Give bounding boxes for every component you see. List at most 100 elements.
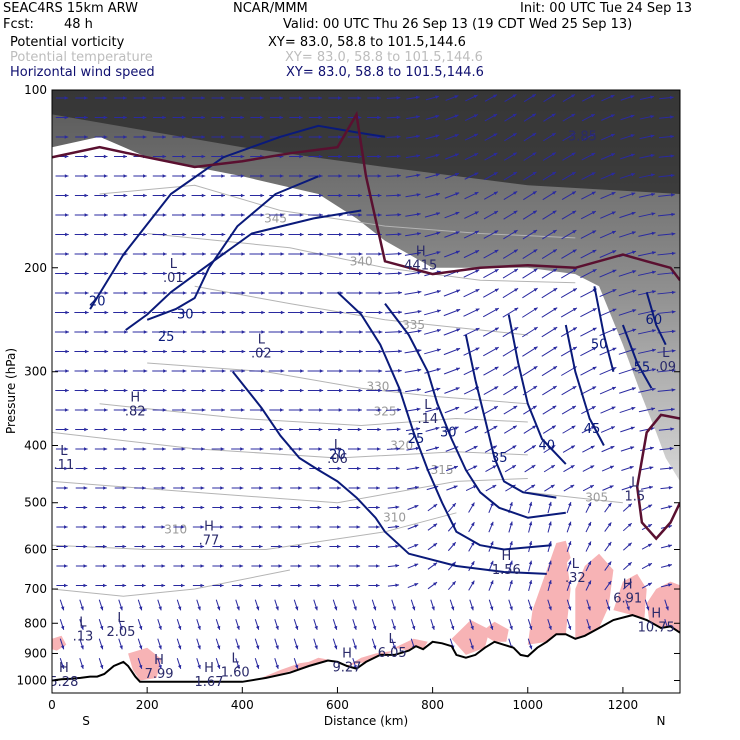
wind-vector-head xyxy=(162,174,167,178)
wind-vector-head xyxy=(471,580,475,585)
wind-vector-head xyxy=(318,154,323,159)
wind-vector-head xyxy=(590,94,595,98)
wind-vector-head xyxy=(513,386,518,390)
wind-vector-head xyxy=(650,134,655,138)
wind-vector-head xyxy=(553,346,558,351)
wind-vector-head xyxy=(532,210,537,215)
wind-vector-head xyxy=(103,447,108,451)
wind-vector-head xyxy=(455,367,460,371)
theta-contour-label: 330 xyxy=(366,380,389,394)
wind-vector-head xyxy=(99,606,104,611)
wind-vector-head xyxy=(509,501,513,506)
wind-vector-head xyxy=(611,153,616,157)
wind-vector-head xyxy=(84,408,89,412)
wind-vector-head xyxy=(587,521,592,526)
wind-vector-head xyxy=(513,191,518,195)
wind-speed-label: 30 xyxy=(177,308,194,323)
wind-vector-head xyxy=(65,213,69,217)
wind-vector-head xyxy=(318,447,322,451)
wind-vector-head xyxy=(182,213,187,217)
wind-vector-head xyxy=(201,447,205,451)
wind-vector-head xyxy=(474,172,479,176)
tropopause-fold-line xyxy=(635,413,680,541)
theta-contour-label: 310 xyxy=(164,522,187,536)
wind-vector-head xyxy=(649,466,654,470)
wind-vector-head xyxy=(119,606,123,611)
wind-vector-head xyxy=(240,96,244,100)
wind-vector-head xyxy=(493,191,498,195)
wind-vector-head xyxy=(84,115,88,120)
wind-vector-head xyxy=(475,308,480,312)
wind-vector-head xyxy=(358,408,362,412)
wind-vector-head xyxy=(337,505,341,510)
wind-vector-head xyxy=(278,486,283,490)
wind-vector-head xyxy=(65,291,69,295)
wind-vector-head xyxy=(84,213,89,217)
wind-speed-contour-20 xyxy=(89,124,386,310)
wind-vector-head xyxy=(652,270,656,275)
wind-vector-head xyxy=(104,369,109,373)
wind-vector-head xyxy=(123,174,128,178)
wind-vector-head xyxy=(294,645,299,650)
wind-vector-head xyxy=(280,213,284,217)
wind-vector-head xyxy=(571,405,576,410)
wind-vector-head xyxy=(392,625,396,630)
wind-vector-head xyxy=(163,349,167,354)
wind-vector-head xyxy=(356,583,361,588)
x-tick-label: 1200 xyxy=(608,698,639,712)
wind-vector-head xyxy=(162,232,167,237)
wind-vector-head xyxy=(455,387,460,391)
wind-speed-label: 25 xyxy=(408,432,425,447)
wind-vector-head xyxy=(299,213,304,217)
wind-vector-head xyxy=(453,465,458,470)
wind-vector-head xyxy=(396,447,401,451)
pv-extremum-kind: H xyxy=(59,661,69,676)
wind-vector-head xyxy=(60,625,65,630)
wind-vector-head xyxy=(240,193,245,198)
wind-vector-head xyxy=(143,291,148,295)
wind-vector-head xyxy=(513,366,518,370)
low-level-pv-patch xyxy=(575,553,614,639)
wind-vector-head xyxy=(141,583,146,588)
wind-speed-label: 20 xyxy=(329,448,346,463)
wind-vector-head xyxy=(64,486,68,490)
field-theta-xy: XY= 83.0, 58.8 to 101.5,144.6 xyxy=(285,50,483,65)
theta-contour-305 xyxy=(527,491,623,504)
wind-vector-head xyxy=(280,388,284,393)
wind-vector-head xyxy=(333,645,338,650)
wind-vector-head xyxy=(494,288,499,292)
low-level-pv-patch xyxy=(546,540,571,570)
wind-vector-head xyxy=(99,645,104,650)
wind-vector-head xyxy=(392,606,396,611)
wind-vector-head xyxy=(236,645,240,650)
wind-vector-head xyxy=(219,583,224,588)
wind-vector-head xyxy=(436,212,441,216)
pv-extremum-value: 10.75 xyxy=(638,620,675,635)
wind-vector-head xyxy=(357,115,362,120)
wind-vector-head xyxy=(417,232,421,236)
wind-vector-head xyxy=(84,154,88,159)
wind-vector-head xyxy=(592,366,597,371)
theta-contour-310 xyxy=(52,512,457,550)
wind-vector-head xyxy=(259,544,263,549)
pv-extremum-kind: H xyxy=(130,391,140,406)
pv-extremum-value: 1.60 xyxy=(221,666,250,681)
wind-vector-head xyxy=(240,408,245,412)
wind-vector-head xyxy=(455,231,460,235)
wind-vector-head xyxy=(396,135,401,139)
wind-vector-head xyxy=(590,445,595,450)
wind-vector-head xyxy=(318,96,323,100)
wind-vector-head xyxy=(474,406,479,410)
wind-vector-head xyxy=(358,213,363,217)
wind-vector-head xyxy=(567,606,572,611)
wind-vector-head xyxy=(162,154,167,159)
wind-vector-head xyxy=(318,115,323,120)
wind-speed-label: 50 xyxy=(591,338,608,353)
wind-vector-head xyxy=(378,330,383,334)
wind-vector-head xyxy=(124,330,128,334)
wind-vector-head xyxy=(493,211,498,215)
wind-vector-head xyxy=(572,288,577,292)
wind-vector-head xyxy=(592,347,597,351)
wind-vector-head xyxy=(377,174,382,178)
wind-vector-head xyxy=(84,369,89,373)
